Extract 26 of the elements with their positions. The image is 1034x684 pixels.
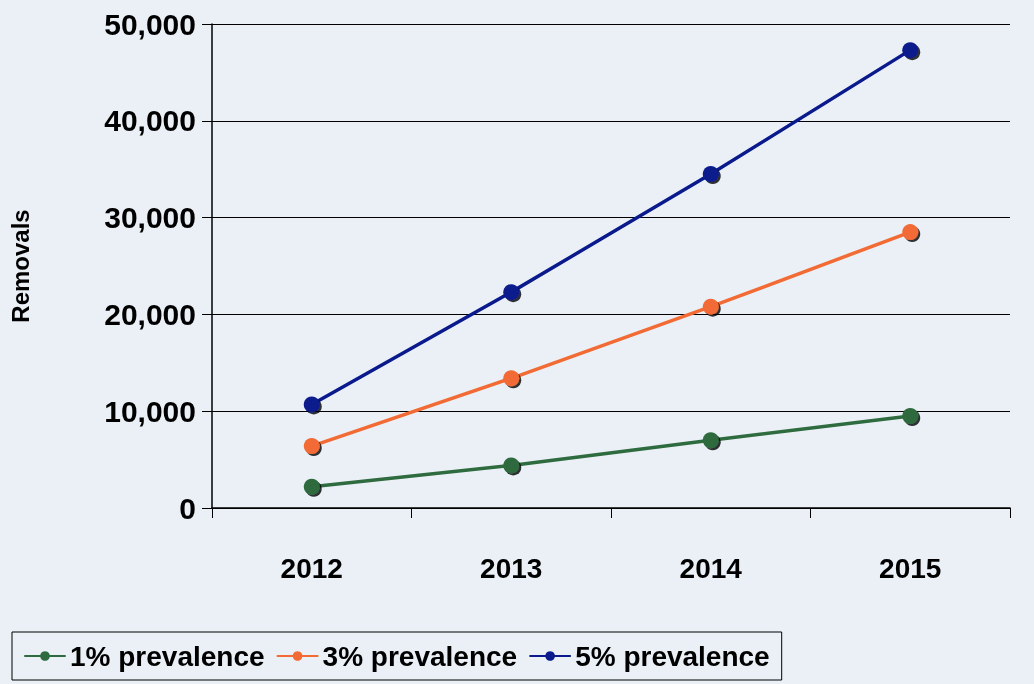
point: [702, 298, 719, 315]
point: [503, 457, 520, 474]
y-tick-label: 20,000: [104, 297, 196, 331]
point: [303, 438, 320, 455]
y-tick-label: 0: [179, 491, 196, 525]
point: [303, 396, 320, 413]
point: [702, 432, 719, 449]
point: [503, 370, 520, 387]
x-tick-label: 2012: [280, 552, 343, 584]
x-tick-label: 2014: [679, 552, 743, 584]
point: [503, 284, 520, 301]
point: [902, 224, 919, 241]
y-tick-label: 50,000: [104, 7, 196, 41]
legend-label: 3% prevalence: [322, 640, 518, 672]
legend-label: 5% prevalence: [575, 640, 770, 672]
y-tick-label: 10,000: [104, 394, 196, 428]
point: [902, 408, 919, 425]
y-axis-title: Removals: [6, 209, 34, 323]
x-tick-label: 2015: [879, 552, 942, 584]
point: [702, 166, 719, 183]
legend-label: 1% prevalence: [70, 640, 265, 672]
point: [902, 42, 919, 59]
y-tick-label: 30,000: [104, 201, 196, 235]
point: [303, 478, 320, 495]
y-tick-label: 40,000: [104, 104, 196, 138]
x-tick-label: 2013: [480, 552, 543, 584]
